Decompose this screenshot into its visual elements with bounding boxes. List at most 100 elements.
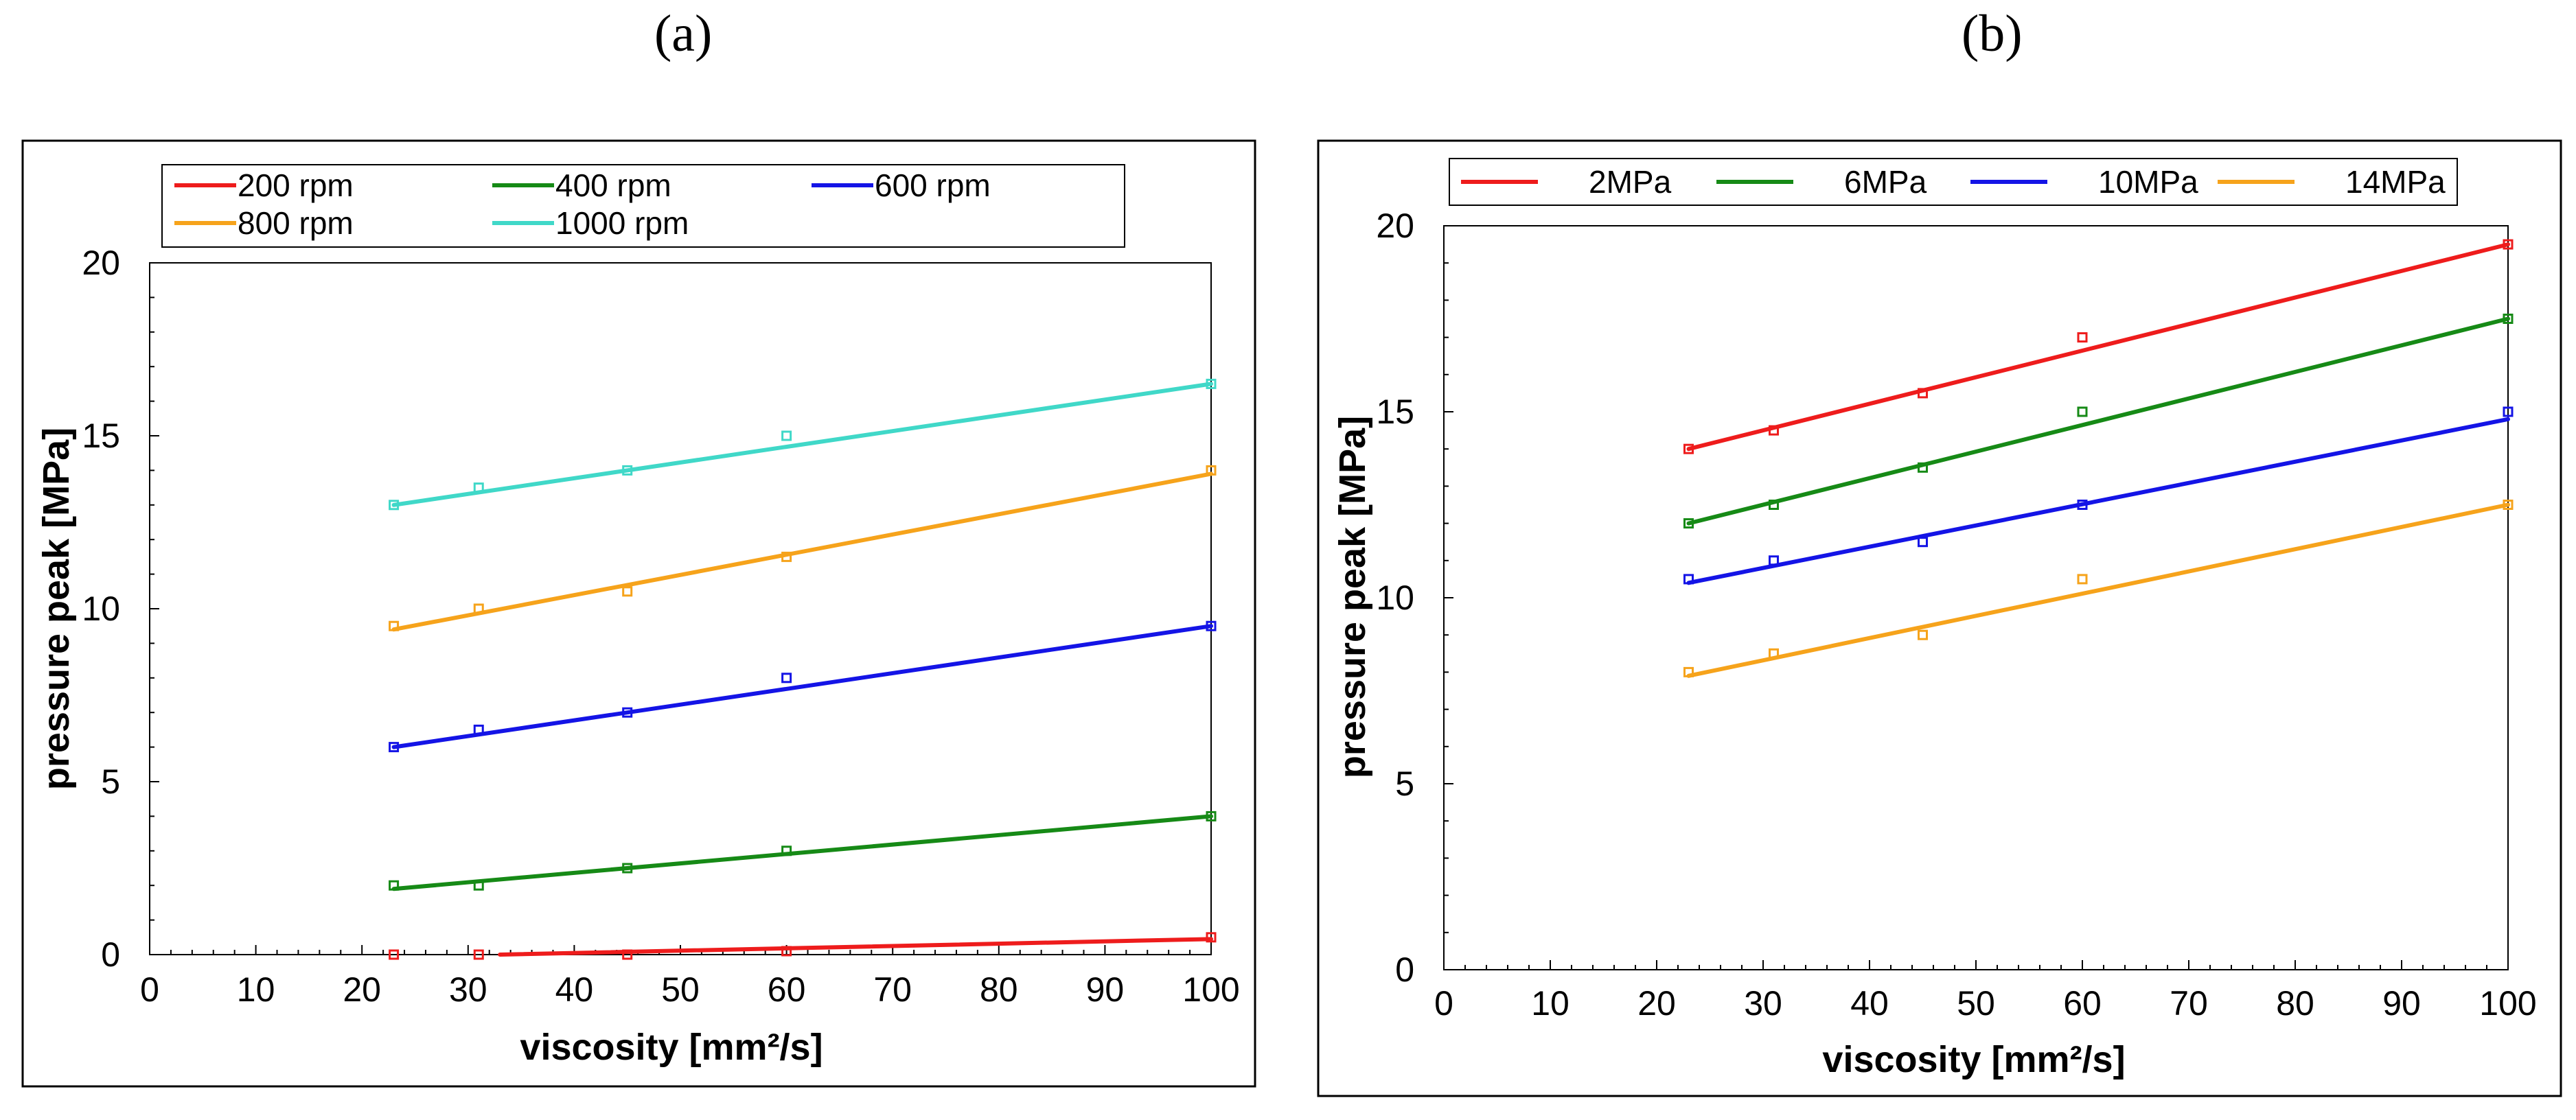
- data-point: [473, 949, 484, 960]
- x-tick-label: 90: [2382, 984, 2421, 1023]
- legend-entry: 2MPa: [1461, 164, 1672, 200]
- data-point: [1683, 518, 1694, 529]
- legend-label: 600 rpm: [875, 167, 991, 203]
- series-a-2: [389, 620, 1217, 753]
- legend-entry: 600 rpm: [812, 167, 991, 203]
- legend-label: 800 rpm: [238, 205, 354, 241]
- x-tick-label: 70: [2170, 984, 2208, 1023]
- panel-label-b: (b): [1962, 5, 2023, 62]
- fit-line: [391, 382, 1213, 507]
- y-tick-label: 15: [1376, 393, 1414, 431]
- data-point: [2077, 500, 2088, 510]
- fit-line: [1686, 417, 2510, 585]
- fit-line: [1686, 316, 2510, 526]
- series-b-1: [1683, 314, 2514, 529]
- x-tick-label: 0: [140, 970, 159, 1009]
- data-point: [2503, 314, 2514, 324]
- x-tick-label: 50: [1957, 984, 1995, 1023]
- fit-line: [391, 471, 1213, 632]
- data-point: [1683, 443, 1694, 454]
- x-tick-label: 10: [1531, 984, 1569, 1023]
- data-point: [1769, 500, 1779, 510]
- x-tick-label: 10: [237, 970, 275, 1009]
- x-tick-label: 60: [768, 970, 806, 1009]
- data-point: [389, 949, 400, 960]
- series-a-0: [389, 932, 1217, 960]
- y-tick-label: 10: [1376, 579, 1414, 617]
- panel-label-a: (a): [654, 5, 713, 62]
- panel-a-frame: [21, 139, 1256, 1088]
- y-tick-label: 20: [1376, 207, 1414, 245]
- legend-label: 1000 rpm: [555, 205, 689, 241]
- panel-a-xlabel: viscosity [mm²/s]: [520, 1027, 823, 1068]
- data-point: [1683, 666, 1694, 677]
- fit-line: [1686, 502, 2510, 678]
- data-point: [781, 946, 792, 957]
- fit-line: [498, 937, 1213, 957]
- fit-line: [1686, 242, 2510, 452]
- legend-label: 14MPa: [2345, 164, 2446, 200]
- data-point: [389, 880, 400, 891]
- legend-label: 400 rpm: [555, 167, 671, 203]
- legend-label: 6MPa: [1844, 164, 1927, 200]
- data-point: [2503, 500, 2514, 510]
- data-point: [2503, 406, 2514, 417]
- x-tick-label: 60: [2063, 984, 2102, 1023]
- data-point: [622, 465, 633, 476]
- legend-label: 10MPa: [2098, 164, 2198, 200]
- data-point: [1918, 388, 1928, 399]
- data-point: [389, 742, 400, 753]
- x-tick-label: 20: [1637, 984, 1676, 1023]
- data-point: [1206, 932, 1217, 943]
- data-point: [1918, 629, 1928, 640]
- legend-label: 2MPa: [1589, 164, 1672, 200]
- data-point: [473, 880, 484, 891]
- panel-a-legend-box: [161, 164, 1125, 248]
- data-point: [389, 500, 400, 511]
- legend-entry: 200 rpm: [174, 167, 354, 203]
- data-point: [2077, 406, 2088, 417]
- data-point: [473, 724, 484, 735]
- y-tick-label: 5: [1395, 765, 1414, 803]
- data-point: [389, 620, 400, 631]
- fit-line: [391, 624, 1213, 749]
- data-point: [1206, 620, 1217, 631]
- chart-panel-b: 0 10 20 30 40 50 60 70 80 90 100 0 5 10 15 20 2MPa 6MPa 10…: [1317, 139, 2562, 1097]
- y-tick-label: 5: [101, 762, 120, 801]
- legend-entry: 6MPa: [1716, 164, 1927, 200]
- series-a-1: [389, 810, 1217, 891]
- data-point: [2503, 239, 2514, 250]
- x-tick-label: 80: [2276, 984, 2314, 1023]
- legend-label: 200 rpm: [238, 167, 354, 203]
- data-point: [622, 863, 633, 874]
- series-b-0: [1683, 239, 2514, 454]
- data-point: [781, 673, 792, 684]
- data-point: [622, 707, 633, 718]
- x-tick-label: 90: [1086, 970, 1125, 1009]
- x-tick-label: 40: [1850, 984, 1889, 1023]
- x-tick-label: 20: [343, 970, 381, 1009]
- panel-a-ylabel: pressure peak [MPa]: [36, 428, 77, 790]
- y-tick-label: 15: [82, 417, 120, 455]
- data-point: [1206, 810, 1217, 821]
- panel-b-frame: [1317, 139, 2562, 1097]
- legend-entry: 400 rpm: [492, 167, 671, 203]
- y-tick-label: 0: [101, 935, 120, 974]
- minor-ticks-a: [149, 262, 1212, 955]
- x-tick-label: 0: [1434, 984, 1453, 1023]
- x-tick-label: 30: [449, 970, 487, 1009]
- minor-ticks-b: [1443, 225, 2509, 970]
- data-point: [781, 845, 792, 856]
- x-tick-label: 30: [1744, 984, 1782, 1023]
- panel-b-ylabel: pressure peak [MPa]: [1332, 416, 1373, 778]
- data-point: [781, 430, 792, 441]
- panel-a-plot-area: [149, 262, 1212, 955]
- series-b-3: [1683, 500, 2514, 678]
- data-point: [1918, 537, 1928, 548]
- y-tick-label: 0: [1395, 950, 1414, 989]
- x-tick-label: 50: [661, 970, 700, 1009]
- data-point: [2077, 332, 2088, 343]
- data-point: [622, 949, 633, 960]
- x-tick-label: 70: [873, 970, 912, 1009]
